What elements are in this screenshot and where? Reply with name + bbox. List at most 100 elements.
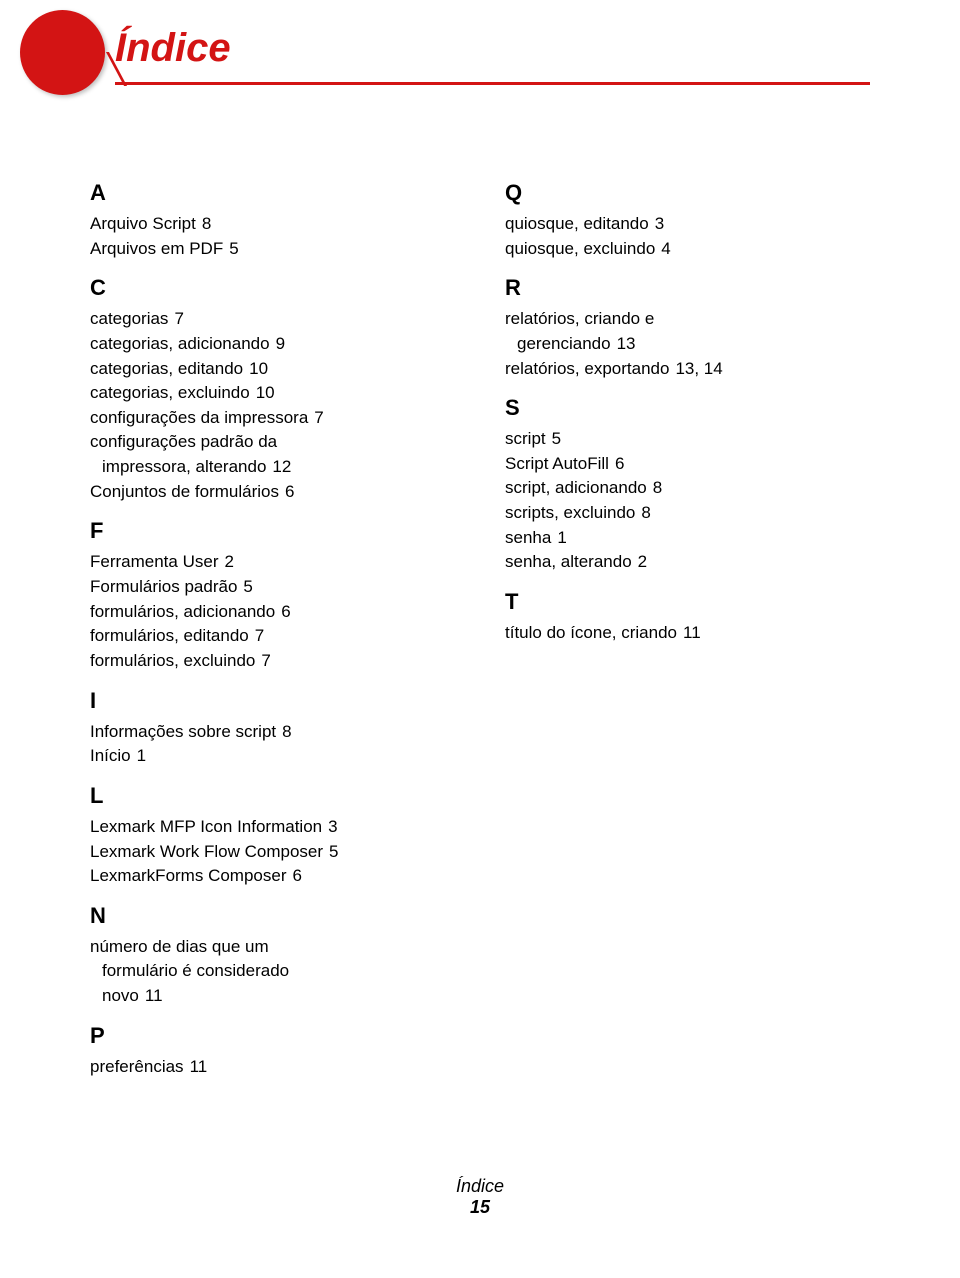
index-entry-pages: 6 xyxy=(285,482,294,501)
index-entry-pages: 3 xyxy=(328,817,337,836)
index-entry: impressora, alterando 12 xyxy=(90,455,455,480)
page-container: Índice A Arquivo Script 8 Arquivos em PDF 5 C… xyxy=(0,0,960,1119)
index-entry-pages: 8 xyxy=(653,478,662,497)
index-entry: quiosque, excluindo4 xyxy=(505,237,870,262)
index-entry: formulários, editando 7 xyxy=(90,624,455,649)
index-entry-pages: 6 xyxy=(293,866,302,885)
index-entry-term: Lexmark Work Flow Composer xyxy=(90,842,323,861)
index-entry: categorias, editando 10 xyxy=(90,357,455,382)
index-entry: script, adicionando 8 xyxy=(505,476,870,501)
index-section-letter: T xyxy=(505,589,870,615)
index-entry-term: relatórios, exportando xyxy=(505,359,669,378)
index-entry: formulário é considerado xyxy=(90,959,455,984)
index-section-letter: N xyxy=(90,903,455,929)
index-entry-term: Arquivo Script xyxy=(90,214,196,233)
index-entry: quiosque, editando 3 xyxy=(505,212,870,237)
index-section-letter: S xyxy=(505,395,870,421)
index-entry: Formulários padrão 5 xyxy=(90,575,455,600)
index-entry-pages: 6 xyxy=(615,454,624,473)
index-entry-pages: 7 xyxy=(314,408,323,427)
index-entry-pages: 5 xyxy=(243,577,252,596)
page-header: Índice xyxy=(90,20,870,150)
index-section-letter: C xyxy=(90,275,455,301)
index-entry-pages: 11 xyxy=(190,1057,208,1076)
index-entry-term: Lexmark MFP Icon Information xyxy=(90,817,322,836)
index-entry-term: formulários, excluindo xyxy=(90,651,255,670)
page-footer: Índice 15 xyxy=(0,1176,960,1218)
index-entry-term: categorias, editando xyxy=(90,359,243,378)
index-entry: Informações sobre script8 xyxy=(90,720,455,745)
index-entry-term: categorias xyxy=(90,309,168,328)
index-entry-pages: 13 xyxy=(617,334,636,353)
index-entry: Conjuntos de formulários 6 xyxy=(90,480,455,505)
index-entry-term: Início xyxy=(90,746,131,765)
index-entry: número de dias que um xyxy=(90,935,455,960)
index-entry-term: quiosque, editando xyxy=(505,214,649,233)
index-entry: preferências11 xyxy=(90,1055,455,1080)
index-entry: Lexmark Work Flow Composer 5 xyxy=(90,840,455,865)
index-entry: Script AutoFill6 xyxy=(505,452,870,477)
accent-rule xyxy=(115,82,870,85)
index-section-letter: R xyxy=(505,275,870,301)
index-entry: Lexmark MFP Icon Information 3 xyxy=(90,815,455,840)
index-entry: formulários, adicionando6 xyxy=(90,600,455,625)
footer-section-label: Índice xyxy=(0,1176,960,1197)
index-entry: configurações da impressora 7 xyxy=(90,406,455,431)
index-section-letter: A xyxy=(90,180,455,206)
index-entry: Arquivos em PDF 5 xyxy=(90,237,455,262)
index-entry-pages: 1 xyxy=(137,746,146,765)
index-entry: Ferramenta User 2 xyxy=(90,550,455,575)
index-entry-pages: 5 xyxy=(329,842,338,861)
index-section-letter: Q xyxy=(505,180,870,206)
index-column: AArquivo Script8Arquivos em PDF5Ccategor… xyxy=(90,180,455,1079)
index-entry: novo 11 xyxy=(90,984,455,1009)
index-entry: configurações padrão da xyxy=(90,430,455,455)
index-entry-term: scripts, excluindo xyxy=(505,503,635,522)
index-entry-pages: 7 xyxy=(261,651,270,670)
index-entry: categorias, adicionando9 xyxy=(90,332,455,357)
index-entry: senha 1 xyxy=(505,526,870,551)
index-entry-pages: 13, 14 xyxy=(675,359,722,378)
index-entry-pages: 2 xyxy=(224,552,233,571)
index-entry-pages: 9 xyxy=(276,334,285,353)
index-entry-pages: 10 xyxy=(249,359,268,378)
index-entry-term: LexmarkForms Composer xyxy=(90,866,287,885)
index-entry-pages: 3 xyxy=(655,214,664,233)
index-entry: LexmarkForms Composer 6 xyxy=(90,864,455,889)
index-entry: gerenciando 13 xyxy=(505,332,870,357)
index-entry-pages: 11 xyxy=(683,623,701,642)
footer-page-number: 15 xyxy=(0,1197,960,1218)
index-entry-pages: 4 xyxy=(661,239,670,258)
index-entry-term: configurações da impressora xyxy=(90,408,308,427)
index-entry-term: relatórios, criando e xyxy=(505,309,654,328)
index-entry-term: número de dias que um xyxy=(90,937,269,956)
index-section-letter: P xyxy=(90,1023,455,1049)
index-entry-term: script, adicionando xyxy=(505,478,647,497)
index-entry-term: impressora, alterando xyxy=(102,457,266,476)
index-entry: script5 xyxy=(505,427,870,452)
index-columns: A Arquivo Script 8 Arquivos em PDF 5 Ccategor… xyxy=(90,180,870,1079)
index-entry-term: senha xyxy=(505,528,551,547)
index-entry-pages: 7 xyxy=(255,626,264,645)
index-entry: senha, alterando2 xyxy=(505,550,870,575)
index-entry-term: Conjuntos de formulários xyxy=(90,482,279,501)
index-entry-term: Arquivos em PDF xyxy=(90,239,223,258)
index-entry-pages: 1 xyxy=(557,528,566,547)
index-entry: Início 1 xyxy=(90,744,455,769)
index-entry: categorias7 xyxy=(90,307,455,332)
index-entry-term: Formulários padrão xyxy=(90,577,237,596)
index-entry: categorias, excluindo10 xyxy=(90,381,455,406)
index-section-letter: F xyxy=(90,518,455,544)
index-entry-term: Ferramenta User xyxy=(90,552,218,571)
index-entry-term: gerenciando xyxy=(517,334,611,353)
index-entry-term: novo xyxy=(102,986,139,1005)
index-entry-pages: 12 xyxy=(272,457,291,476)
index-entry: formulários, excluindo 7 xyxy=(90,649,455,674)
index-entry: título do ícone, criando 11 xyxy=(505,621,870,646)
index-entry-pages: 5 xyxy=(229,239,238,258)
index-entry-term: formulário é considerado xyxy=(102,961,289,980)
index-entry-term: título do ícone, criando xyxy=(505,623,677,642)
index-entry-pages: 11 xyxy=(145,986,163,1005)
index-entry-term: senha, alterando xyxy=(505,552,632,571)
index-entry-term: formulários, editando xyxy=(90,626,249,645)
